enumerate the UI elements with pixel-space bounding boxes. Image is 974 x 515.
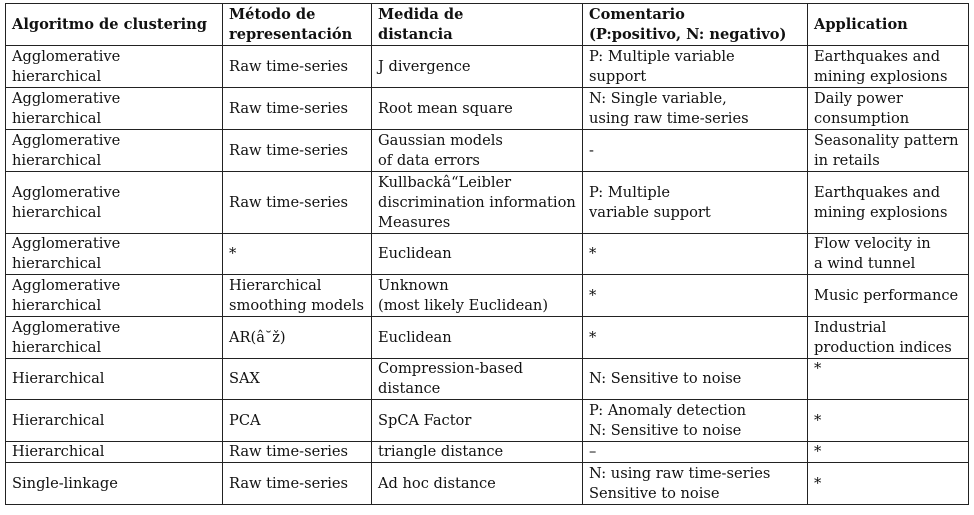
table-row: Agglomerative hierarchical Hierarchical … (5, 274, 969, 317)
cell-comment: N: using raw time-series Sensitive to no… (582, 462, 808, 505)
cell-algorithm: Single-linkage (5, 462, 223, 505)
table-row: Agglomerative hierarchical AR(â˘ž) Eucli… (5, 316, 969, 359)
table-row: Hierarchical SAX Compression-based dista… (5, 358, 969, 400)
table-row: Agglomerative hierarchical Raw time-seri… (5, 171, 969, 234)
cell-comment: – (582, 441, 808, 463)
cell-distance: Euclidean (371, 233, 583, 275)
cell-application: * (807, 358, 969, 400)
table-row: Agglomerative hierarchical Raw time-seri… (5, 87, 969, 130)
cell-application: Daily power consumption (807, 87, 969, 130)
clustering-table: Algoritmo de clustering Método de repres… (5, 3, 969, 505)
cell-algorithm: Agglomerative hierarchical (5, 129, 223, 172)
cell-application: Earthquakes and mining explosions (807, 171, 969, 234)
cell-representation: Raw time-series (222, 441, 372, 463)
cell-algorithm: Agglomerative hierarchical (5, 316, 223, 359)
cell-distance: Root mean square (371, 87, 583, 130)
cell-comment: P: Multiple variable support (582, 171, 808, 234)
cell-application: Earthquakes and mining explosions (807, 45, 969, 88)
header-application: Application (807, 3, 969, 46)
cell-application: Music performance (807, 274, 969, 317)
table-row: Agglomerative hierarchical * Euclidean *… (5, 233, 969, 275)
cell-comment: * (582, 233, 808, 275)
cell-algorithm: Agglomerative hierarchical (5, 45, 223, 88)
cell-distance: Ad hoc distance (371, 462, 583, 505)
cell-comment: P: Multiple variable support (582, 45, 808, 88)
cell-distance: triangle distance (371, 441, 583, 463)
cell-application: * (807, 441, 969, 463)
cell-distance: SpCA Factor (371, 399, 583, 442)
cell-algorithm: Agglomerative hierarchical (5, 87, 223, 130)
header-metodo: Método de representación (222, 3, 372, 46)
cell-distance: Kullbackâ“Leibler discrimination informa… (371, 171, 583, 234)
cell-representation: Raw time-series (222, 171, 372, 234)
cell-application: * (807, 399, 969, 442)
cell-comment: * (582, 274, 808, 317)
table-row: Hierarchical PCA SpCA Factor P: Anomaly … (5, 399, 969, 442)
header-comentario: Comentario (P:positivo, N: negativo) (582, 3, 808, 46)
cell-comment: N: Sensitive to noise (582, 358, 808, 400)
cell-representation: * (222, 233, 372, 275)
cell-algorithm: Agglomerative hierarchical (5, 274, 223, 317)
cell-comment: - (582, 129, 808, 172)
cell-algorithm: Hierarchical (5, 399, 223, 442)
cell-application: Flow velocity in a wind tunnel (807, 233, 969, 275)
table-header-row: Algoritmo de clustering Método de repres… (5, 3, 969, 46)
cell-application: Industrial production indices (807, 316, 969, 359)
cell-comment: * (582, 316, 808, 359)
cell-distance: Euclidean (371, 316, 583, 359)
cell-comment: N: Single variable, using raw time-serie… (582, 87, 808, 130)
cell-algorithm: Agglomerative hierarchical (5, 233, 223, 275)
cell-algorithm: Hierarchical (5, 441, 223, 463)
cell-representation: Raw time-series (222, 87, 372, 130)
cell-representation: Raw time-series (222, 129, 372, 172)
cell-application: Seasonality pattern in retails (807, 129, 969, 172)
cell-algorithm: Hierarchical (5, 358, 223, 400)
table-row: Hierarchical Raw time-series triangle di… (5, 441, 969, 463)
header-medida: Medida de distancia (371, 3, 583, 46)
cell-representation: Raw time-series (222, 45, 372, 88)
cell-representation: SAX (222, 358, 372, 400)
cell-distance: Unknown (most likely Euclidean) (371, 274, 583, 317)
cell-distance: Gaussian models of data errors (371, 129, 583, 172)
cell-representation: PCA (222, 399, 372, 442)
cell-representation: Raw time-series (222, 462, 372, 505)
table-row: Agglomerative hierarchical Raw time-seri… (5, 45, 969, 88)
cell-representation: AR(â˘ž) (222, 316, 372, 359)
table-row: Single-linkage Raw time-series Ad hoc di… (5, 462, 969, 505)
cell-comment: P: Anomaly detection N: Sensitive to noi… (582, 399, 808, 442)
cell-representation: Hierarchical smoothing models (222, 274, 372, 317)
cell-algorithm: Agglomerative hierarchical (5, 171, 223, 234)
clustering-table-container: Algoritmo de clustering Método de repres… (5, 3, 969, 505)
cell-distance: Compression-based distance (371, 358, 583, 400)
header-algoritmo: Algoritmo de clustering (5, 3, 223, 46)
cell-distance: J divergence (371, 45, 583, 88)
cell-application: * (807, 462, 969, 505)
table-row: Agglomerative hierarchical Raw time-seri… (5, 129, 969, 172)
